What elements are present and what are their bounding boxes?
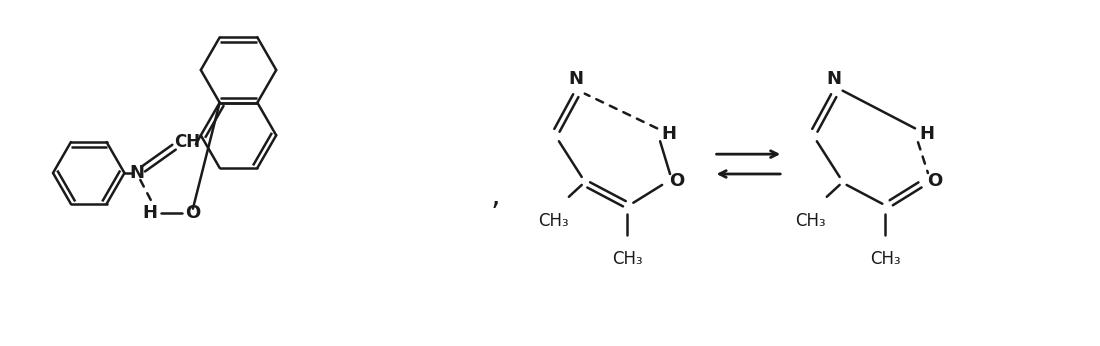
Text: N: N [826,70,842,88]
Text: O: O [927,172,943,190]
Text: CH₃: CH₃ [612,250,642,268]
Text: N: N [569,70,583,88]
Text: CH₃: CH₃ [538,212,569,230]
Text: CH₃: CH₃ [870,250,901,268]
Text: N: N [130,164,145,182]
Text: H: H [143,204,157,222]
Text: ,: , [491,181,501,210]
Text: O: O [669,172,684,190]
Text: H: H [920,125,934,143]
Text: CH: CH [174,133,200,151]
Text: CH₃: CH₃ [795,212,826,230]
Text: O: O [185,204,200,222]
Text: H: H [661,125,676,143]
